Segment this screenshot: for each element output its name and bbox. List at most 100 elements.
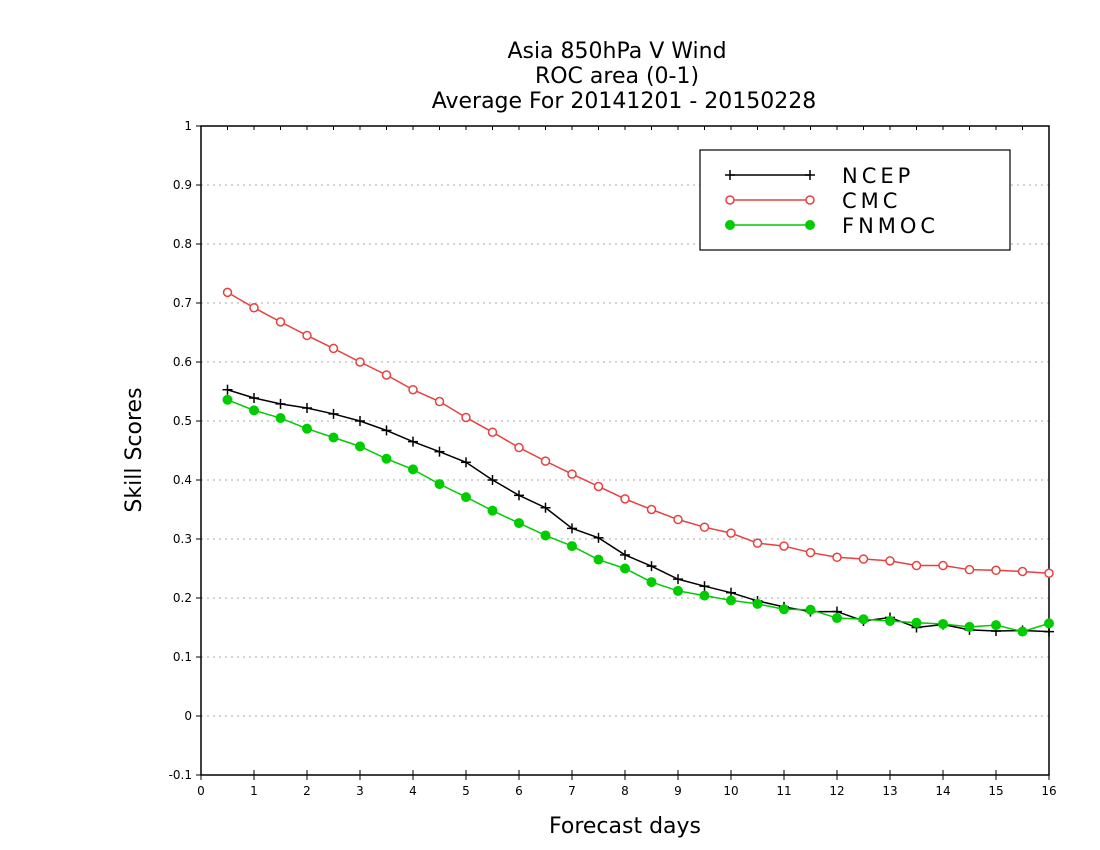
x-tick-label: 12 — [829, 784, 844, 798]
data-point-fnmoc — [699, 590, 710, 601]
y-tick-label: 0.3 — [173, 532, 192, 546]
y-tick-label: 0.7 — [173, 296, 192, 310]
data-point-cmc — [885, 556, 895, 566]
data-point-fnmoc — [222, 394, 233, 405]
data-point-cmc — [514, 442, 524, 453]
legend-marker-cmc — [725, 195, 735, 205]
data-point-fnmoc — [726, 595, 736, 606]
legend-marker-ncep — [725, 170, 735, 180]
data-point-fnmoc — [938, 618, 948, 629]
data-point-fnmoc — [487, 505, 498, 516]
x-tick-label: 15 — [988, 784, 1003, 798]
grid-lines — [201, 184, 1049, 717]
data-point-fnmoc — [832, 613, 842, 624]
data-point-cmc — [991, 565, 1001, 576]
series-line-cmc — [227, 291, 1050, 574]
x-tick-label: 10 — [723, 784, 738, 798]
data-point-fnmoc — [885, 616, 895, 627]
data-point-fnmoc — [514, 518, 524, 529]
series-cmc — [222, 287, 1054, 578]
data-point-cmc — [858, 554, 869, 564]
x-tick-label: 8 — [621, 784, 629, 798]
data-point-fnmoc — [673, 585, 683, 596]
data-point-fnmoc — [805, 604, 816, 615]
data-point-ncep — [275, 398, 286, 409]
data-point-ncep — [302, 403, 312, 414]
data-point-cmc — [408, 384, 418, 395]
x-tick-label: 9 — [674, 784, 682, 798]
y-tick-label: 0.9 — [173, 178, 192, 192]
data-point-cmc — [726, 528, 736, 538]
series-layer — [222, 287, 1054, 637]
data-point-fnmoc — [991, 620, 1001, 631]
data-point-ncep — [461, 457, 471, 468]
chart-title: Asia 850hPa V Wind ROC area (0-1) Averag… — [432, 39, 817, 114]
data-point-cmc — [461, 412, 471, 423]
legend-item-cmc: CMC — [725, 189, 901, 213]
data-point-cmc — [1017, 566, 1028, 577]
series-line-ncep — [227, 389, 1050, 633]
x-tick-label: 14 — [935, 784, 950, 798]
data-point-cmc — [593, 481, 604, 492]
x-tick-label: 7 — [568, 784, 576, 798]
data-point-fnmoc — [328, 432, 339, 443]
data-point-fnmoc — [275, 413, 286, 424]
x-tick-label: 0 — [197, 784, 205, 798]
legend-marker-cmc — [805, 195, 815, 205]
data-point-cmc — [222, 287, 233, 298]
data-point-fnmoc — [911, 617, 922, 628]
x-tick-label: 16 — [1041, 784, 1056, 798]
x-tick-label: 11 — [776, 784, 791, 798]
data-point-cmc — [275, 317, 286, 327]
data-point-fnmoc — [381, 453, 392, 464]
data-point-cmc — [779, 541, 789, 551]
data-point-cmc — [832, 552, 842, 563]
data-point-fnmoc — [620, 563, 630, 574]
data-point-ncep — [408, 436, 418, 447]
data-point-fnmoc — [1017, 626, 1028, 637]
data-point-cmc — [540, 456, 551, 466]
x-tick-label: 3 — [356, 784, 364, 798]
data-point-cmc — [805, 547, 816, 558]
data-point-cmc — [964, 564, 975, 575]
x-tick-label: 1 — [250, 784, 258, 798]
data-point-fnmoc — [408, 464, 418, 475]
data-point-ncep — [699, 581, 710, 592]
data-point-cmc — [434, 396, 445, 407]
data-point-cmc — [249, 302, 259, 313]
data-point-ncep — [434, 446, 445, 457]
title-line-3: Average For 20141201 - 20150228 — [432, 89, 817, 114]
data-point-fnmoc — [461, 492, 471, 503]
y-axis-label: Skill Scores — [122, 387, 147, 512]
data-point-ncep — [328, 408, 339, 419]
x-tick-label: 13 — [882, 784, 897, 798]
series-fnmoc — [222, 394, 1054, 637]
axis-ticks: -0.100.10.20.30.40.50.60.70.80.910 1 2 3 4 5 6… — [169, 119, 1057, 798]
data-point-cmc — [1044, 568, 1054, 578]
data-point-fnmoc — [964, 621, 975, 632]
x-axis-label: Forecast days — [549, 814, 701, 839]
data-point-fnmoc — [540, 530, 551, 541]
legend-marker-fnmoc — [725, 220, 735, 230]
y-tick-label: 0.8 — [173, 237, 192, 251]
data-point-fnmoc — [593, 554, 604, 565]
data-point-fnmoc — [646, 577, 657, 588]
data-point-fnmoc — [355, 441, 365, 452]
data-point-cmc — [938, 560, 948, 571]
data-point-ncep — [355, 416, 365, 426]
data-point-fnmoc — [752, 598, 763, 609]
series-line-fnmoc — [227, 399, 1050, 633]
data-point-fnmoc — [1044, 618, 1054, 629]
data-point-cmc — [752, 538, 763, 548]
y-tick-label: 0.6 — [173, 355, 192, 369]
data-point-ncep — [593, 532, 604, 543]
title-line-1: Asia 850hPa V Wind — [507, 39, 726, 64]
legend-label-cmc: CMC — [842, 189, 901, 213]
x-tick-label: 5 — [462, 784, 470, 798]
data-point-cmc — [328, 343, 339, 354]
data-point-cmc — [355, 357, 365, 367]
y-tick-label: -0.1 — [169, 768, 192, 782]
legend-item-ncep: NCEP — [725, 164, 910, 188]
data-point-ncep — [646, 561, 657, 572]
data-point-cmc — [381, 370, 392, 380]
